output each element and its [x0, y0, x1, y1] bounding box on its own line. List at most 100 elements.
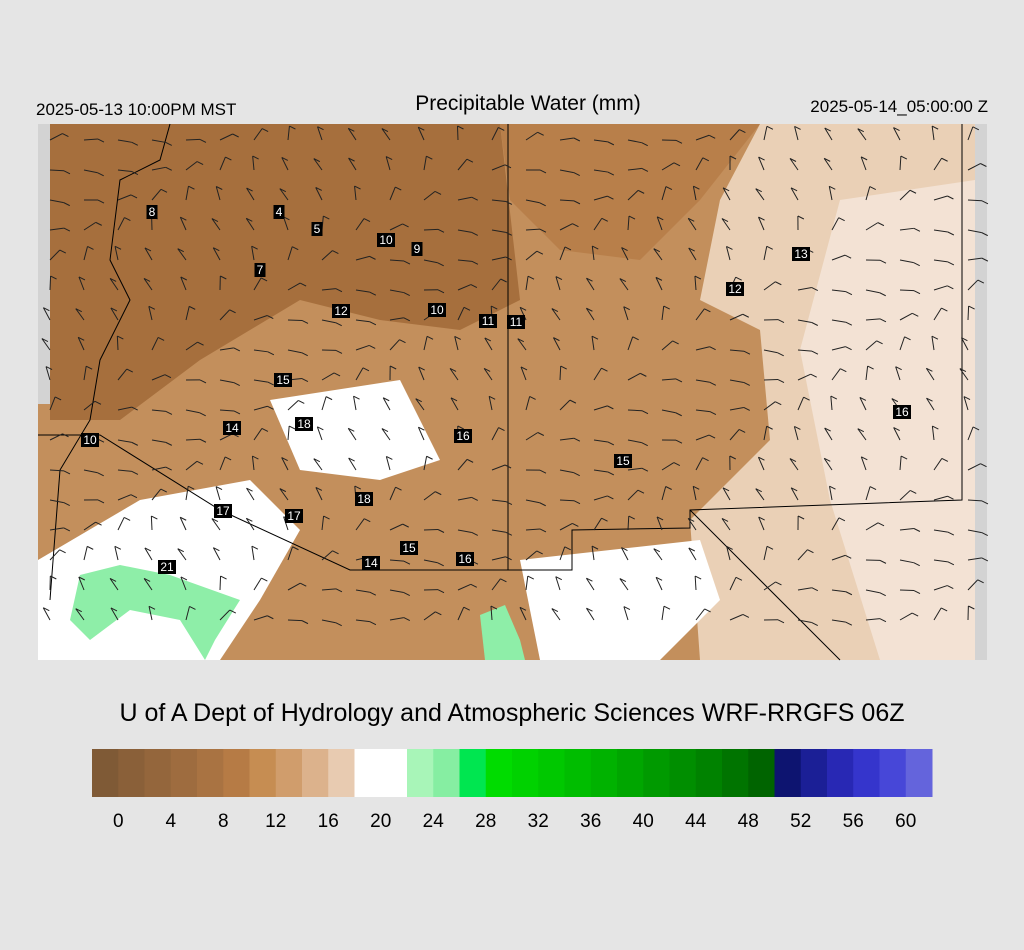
color-box [407, 749, 434, 797]
wind-barb [185, 409, 200, 414]
wind-barb [585, 307, 595, 321]
wind-barb [899, 528, 914, 531]
wind-barb [110, 607, 119, 621]
wind-barb [63, 202, 70, 207]
wind-barb [369, 321, 377, 326]
wind-barb [185, 186, 189, 201]
wind-barb [219, 456, 226, 471]
wind-barb [621, 547, 628, 552]
wind-barb [739, 129, 746, 134]
wind-barb [180, 576, 187, 591]
wind-barb [364, 518, 371, 523]
wind-barb [704, 308, 711, 313]
wind-barb [491, 164, 506, 171]
wind-barb [466, 458, 474, 463]
wind-barb [267, 615, 274, 620]
wind-barb [457, 607, 465, 621]
wind-barb [180, 216, 187, 221]
wind-barb [321, 288, 336, 291]
wind-barb [763, 281, 776, 291]
wind-barb [627, 216, 630, 231]
wind-barb [899, 259, 914, 264]
wind-barb [143, 278, 153, 291]
station-box [456, 552, 474, 566]
wind-barb [498, 127, 505, 131]
wind-barb [78, 576, 85, 591]
wind-barb [656, 216, 663, 231]
wind-barb [735, 576, 743, 581]
wind-barb [687, 518, 697, 531]
wind-barb [777, 319, 785, 324]
wind-barb [457, 307, 465, 321]
wind-barb [807, 549, 814, 554]
tick-label: 60 [895, 811, 916, 832]
wind-barb [692, 186, 697, 201]
wind-barb [300, 582, 307, 587]
color-box [354, 749, 382, 797]
wind-barb [131, 441, 139, 446]
map: 8 4 5 10 9 7 12 10 11 11 13 12 15 14 18 16 16 15 10 17 17 18 2… [38, 123, 989, 661]
wind-barb [403, 560, 411, 565]
wind-barb [471, 260, 479, 265]
wind-barb [219, 609, 231, 621]
wind-barb [693, 185, 700, 190]
wind-barb [789, 458, 797, 462]
wind-barb [117, 406, 132, 411]
wind-barb [316, 426, 323, 441]
wind-barb [797, 515, 805, 520]
wind-barb [766, 125, 774, 130]
wind-barb [185, 341, 198, 351]
tick-label: 4 [165, 811, 176, 832]
wind-barb [632, 336, 639, 341]
wind-barb [627, 467, 642, 471]
wind-barb [607, 405, 614, 410]
wind-barb [253, 379, 268, 383]
wind-barb [381, 428, 389, 432]
wind-barb [763, 546, 768, 561]
wind-barb [967, 499, 983, 502]
wind-barb [758, 216, 765, 221]
wind-barb [865, 589, 880, 594]
wind-barb [418, 366, 425, 371]
wind-barb [212, 547, 221, 561]
wind-barb [457, 529, 472, 533]
wind-barb [348, 127, 355, 132]
station-value: 16 [895, 405, 909, 419]
wind-barb [593, 517, 602, 531]
wind-barb [810, 373, 817, 378]
wind-barb [87, 545, 94, 550]
wind-barb [641, 142, 648, 147]
wind-barb [947, 285, 954, 290]
wind-barb [389, 365, 397, 370]
wind-barb [403, 260, 411, 265]
wind-barb [869, 486, 877, 491]
wind-barb [260, 277, 268, 282]
wind-barb [721, 218, 729, 222]
wind-barb [225, 156, 232, 161]
wind-barb [151, 409, 166, 412]
wind-barb [831, 346, 846, 351]
wind-barb [555, 276, 561, 291]
wind-barb [279, 488, 289, 501]
wind-barb [661, 486, 667, 501]
station-box [454, 429, 472, 443]
wind-barb [869, 186, 877, 190]
wind-barb [42, 307, 51, 321]
wind-barb [722, 187, 730, 192]
wind-barb [355, 344, 370, 351]
wind-barb [83, 400, 96, 411]
wind-barb [315, 487, 323, 501]
tick-label: 16 [318, 811, 339, 832]
wind-barb [403, 317, 411, 322]
wind-barb [219, 379, 234, 384]
wind-barb [355, 518, 365, 531]
wind-barb [180, 276, 188, 281]
wind-barb [757, 456, 765, 471]
wind-barb [292, 246, 299, 251]
wind-barb [729, 155, 737, 160]
station-value: 5 [314, 222, 321, 236]
wind-barb [726, 246, 733, 250]
wind-barb [347, 428, 357, 441]
wind-barb [967, 163, 981, 171]
